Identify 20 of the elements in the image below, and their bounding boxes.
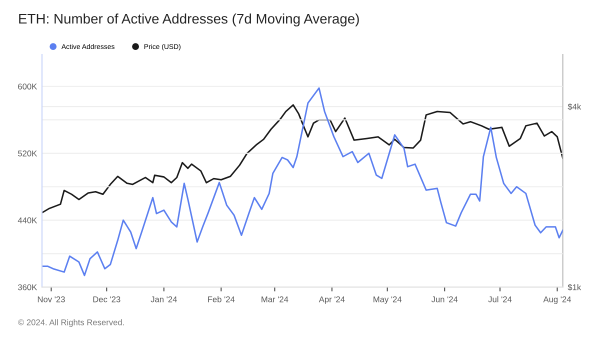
x-tick-label: Apr '24 xyxy=(318,296,345,304)
y-tick-label: 440K xyxy=(18,217,38,224)
x-tick-label: Jul '24 xyxy=(488,296,512,302)
y-tick-label: 600K xyxy=(18,84,38,90)
x-tick-label: May '24 xyxy=(374,296,402,304)
line-series xyxy=(42,87,563,276)
text: © 2024. All Rights Reserved. xyxy=(18,319,124,327)
x-tick-label: Feb '24 xyxy=(208,296,235,302)
x-tick-label: Jan '24 xyxy=(150,296,177,302)
chart-title: ETH: Number of Active Addresses (7d Moving Average) xyxy=(19,13,359,26)
y-tick-label: 520K xyxy=(18,150,38,156)
x-tick-label: Nov '23 xyxy=(38,296,65,302)
y-tick-label: 360K xyxy=(18,284,38,290)
y2-tick-label: $1k xyxy=(568,284,582,291)
x-tick-label: Mar '24 xyxy=(262,296,288,302)
x-tick-label: Aug '24 xyxy=(543,296,572,304)
x-tick-label: Dec '23 xyxy=(93,296,120,302)
x-tick-label: Jun '24 xyxy=(431,296,458,302)
line-series xyxy=(42,104,563,214)
y2-tick-label: $4k xyxy=(568,103,582,110)
